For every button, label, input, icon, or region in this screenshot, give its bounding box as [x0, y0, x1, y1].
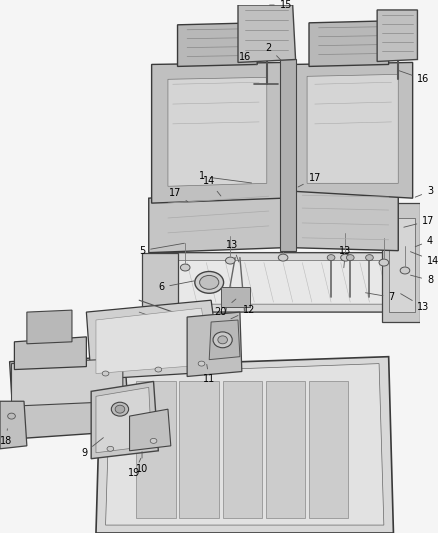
Ellipse shape	[198, 361, 205, 366]
Polygon shape	[14, 337, 86, 369]
Ellipse shape	[346, 255, 354, 261]
Polygon shape	[152, 62, 283, 203]
Text: 16: 16	[398, 70, 430, 84]
Ellipse shape	[226, 257, 235, 264]
Polygon shape	[168, 77, 267, 186]
Polygon shape	[106, 364, 384, 525]
Polygon shape	[266, 382, 305, 518]
Polygon shape	[0, 401, 27, 449]
Polygon shape	[307, 74, 398, 183]
Polygon shape	[309, 382, 348, 518]
Ellipse shape	[213, 332, 232, 348]
Text: 16: 16	[239, 52, 257, 65]
Polygon shape	[389, 218, 415, 312]
Polygon shape	[142, 253, 177, 317]
Polygon shape	[309, 21, 389, 67]
Text: 17: 17	[298, 173, 321, 187]
Text: 17: 17	[169, 188, 187, 201]
Ellipse shape	[8, 413, 15, 419]
Text: 3: 3	[415, 186, 433, 197]
Text: 10: 10	[136, 451, 148, 474]
Text: 20: 20	[215, 299, 236, 317]
Polygon shape	[177, 23, 257, 67]
Ellipse shape	[200, 276, 219, 289]
Ellipse shape	[102, 371, 109, 376]
Ellipse shape	[327, 255, 335, 261]
Ellipse shape	[278, 254, 288, 261]
Text: 13: 13	[401, 294, 430, 312]
Polygon shape	[96, 308, 209, 374]
Text: 15: 15	[269, 0, 292, 10]
Text: 18: 18	[0, 429, 12, 446]
Text: 8: 8	[410, 275, 433, 285]
Polygon shape	[152, 261, 411, 304]
Polygon shape	[27, 310, 72, 344]
Ellipse shape	[366, 255, 373, 261]
Polygon shape	[142, 253, 420, 312]
Polygon shape	[149, 188, 283, 253]
Polygon shape	[130, 409, 171, 451]
Text: 5: 5	[139, 243, 184, 256]
Ellipse shape	[218, 336, 227, 344]
Text: 13: 13	[226, 240, 239, 262]
Text: 9: 9	[81, 438, 103, 458]
Text: 17: 17	[404, 216, 434, 227]
Polygon shape	[91, 382, 159, 459]
Text: 12: 12	[231, 305, 256, 319]
Polygon shape	[382, 203, 420, 322]
Polygon shape	[10, 357, 130, 439]
Text: 13: 13	[339, 246, 352, 268]
Polygon shape	[96, 357, 393, 533]
Ellipse shape	[180, 264, 190, 271]
Ellipse shape	[379, 259, 389, 266]
Text: 2: 2	[265, 43, 281, 60]
Ellipse shape	[111, 402, 129, 416]
Ellipse shape	[150, 439, 157, 443]
Text: 19: 19	[128, 458, 141, 478]
Ellipse shape	[115, 405, 125, 413]
Polygon shape	[238, 5, 296, 62]
Text: 6: 6	[158, 281, 194, 292]
Text: 7: 7	[365, 292, 395, 302]
Polygon shape	[187, 312, 242, 376]
Text: 4: 4	[415, 236, 433, 247]
Ellipse shape	[195, 271, 223, 293]
Polygon shape	[136, 382, 176, 518]
Polygon shape	[180, 382, 219, 518]
Ellipse shape	[341, 254, 350, 261]
Polygon shape	[377, 10, 417, 61]
Text: 11: 11	[203, 365, 215, 384]
Ellipse shape	[107, 446, 114, 451]
Polygon shape	[86, 300, 221, 379]
Ellipse shape	[400, 267, 410, 274]
Polygon shape	[96, 387, 152, 453]
Polygon shape	[293, 188, 398, 251]
Ellipse shape	[155, 367, 162, 372]
Text: 14: 14	[203, 176, 221, 196]
Text: 14: 14	[410, 252, 438, 265]
Polygon shape	[221, 287, 250, 307]
Polygon shape	[280, 60, 296, 251]
Polygon shape	[223, 382, 262, 518]
Polygon shape	[293, 62, 413, 198]
Polygon shape	[209, 320, 240, 360]
Polygon shape	[11, 359, 123, 406]
Text: 1: 1	[198, 172, 251, 183]
